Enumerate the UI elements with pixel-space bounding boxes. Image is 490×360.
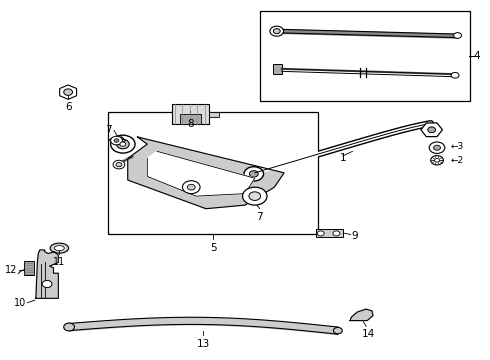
Text: 11: 11 [53,257,66,267]
Circle shape [273,29,280,34]
Circle shape [243,187,267,205]
Ellipse shape [54,246,64,251]
Circle shape [434,145,441,150]
Bar [209,112,219,117]
Text: 10: 10 [14,298,26,308]
Circle shape [244,167,264,181]
Bar [172,104,209,125]
Bar [179,114,201,125]
Polygon shape [128,137,284,209]
Text: 8: 8 [187,119,194,129]
Circle shape [333,231,340,236]
Text: 13: 13 [197,338,210,348]
Text: ←2: ←2 [450,156,464,165]
Circle shape [113,160,125,169]
Circle shape [111,135,135,153]
Circle shape [431,156,443,165]
Circle shape [42,280,52,288]
Circle shape [451,72,459,78]
Circle shape [182,181,200,194]
Bar [24,261,34,275]
Circle shape [270,26,284,36]
Circle shape [249,192,261,201]
Circle shape [318,231,324,236]
Circle shape [435,158,440,162]
Circle shape [64,89,73,95]
Text: 9: 9 [351,231,358,240]
Polygon shape [36,250,58,298]
Ellipse shape [50,243,69,253]
Circle shape [120,142,126,146]
Circle shape [64,323,74,331]
Bar [108,112,319,234]
Bar [273,64,282,74]
Circle shape [111,136,122,145]
Text: 4: 4 [474,51,480,61]
Bar [316,229,343,237]
Polygon shape [109,137,125,145]
Circle shape [249,171,258,177]
Polygon shape [147,151,255,196]
Text: 1: 1 [340,153,346,163]
Text: 6: 6 [65,102,72,112]
Circle shape [429,142,445,153]
Bar [260,12,470,101]
Text: 7: 7 [256,212,263,222]
Text: 12: 12 [5,265,18,275]
Circle shape [333,327,342,334]
Polygon shape [350,309,373,320]
Text: 5: 5 [210,243,217,253]
Circle shape [116,162,122,167]
Circle shape [117,139,129,149]
Circle shape [428,127,436,133]
Circle shape [187,184,195,190]
Text: 7: 7 [105,125,112,135]
Text: ←3: ←3 [450,142,464,151]
Text: 14: 14 [362,329,375,339]
Circle shape [114,139,119,142]
Circle shape [454,33,462,39]
